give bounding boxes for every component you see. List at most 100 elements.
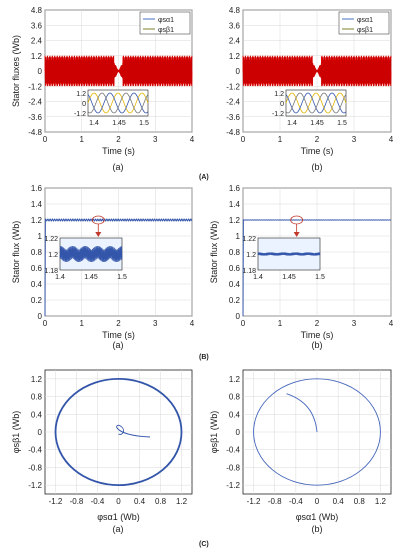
y-tick-label: 0.6	[31, 264, 43, 273]
y-axis-label: φsβ1 (Wb)	[209, 411, 219, 454]
y-tick-label: 1.2	[31, 52, 43, 61]
y-tick-label: 0.8	[31, 393, 43, 402]
inset-x-tick-label: 1.4	[253, 274, 263, 281]
x-tick-label: -1.2	[49, 497, 63, 506]
series-line	[242, 219, 392, 317]
inset-series-line	[87, 92, 149, 114]
x-tick-label: 1.2	[375, 497, 387, 506]
subplot-caption: (a)	[113, 162, 124, 172]
y-tick-label: 2.4	[229, 37, 241, 46]
y-tick-label: 1.6	[229, 184, 241, 193]
x-tick-label: 3	[153, 319, 158, 328]
inset-series-line	[257, 252, 321, 256]
x-tick-label: -0.8	[70, 497, 84, 506]
y-tick-label: -3.6	[28, 113, 42, 122]
y-tick-label: -1.2	[28, 481, 42, 490]
inset-x-tick-label: 1.5	[337, 120, 347, 127]
x-axis-label: Time (s)	[301, 330, 334, 340]
y-tick-label: 2.4	[31, 37, 43, 46]
chart-panel-a-b: -4.8 -3.6 -2.4 -1.2 0 1.2 2.4 3.6 4.8 0 1 2 3 4 φsα1 φs…	[226, 6, 394, 172]
x-tick-label: 2	[116, 135, 121, 144]
y-tick-label: 1.2	[229, 375, 241, 384]
inset-x-tick-label: 1.45	[112, 120, 126, 127]
inset-y-tick-label: 0	[280, 101, 284, 108]
y-tick-label: 0.4	[31, 280, 43, 289]
y-tick-label: 0.8	[31, 248, 43, 257]
inset-x-tick-label: 1.4	[89, 120, 99, 127]
x-tick-label: 1	[278, 135, 283, 144]
x-tick-label: 0	[116, 497, 121, 506]
x-axis-label: φsα1 (Wb)	[296, 512, 339, 522]
inset-x-tick-label: 1.45	[310, 120, 324, 127]
subplot-caption: (b)	[312, 162, 323, 172]
chart-panel-c-b: -1.2 -0.8 -0.4 0 0.4 0.8 1.2 -1.2 -0.8 -0.4 0 0.4 0.…	[209, 369, 392, 534]
x-tick-label: 0.4	[333, 497, 345, 506]
inset-x-tick-label: 1.5	[315, 274, 325, 281]
y-tick-label: -3.6	[226, 113, 240, 122]
subplot-caption: (b)	[312, 524, 323, 534]
x-axis-label: Time (s)	[102, 330, 135, 340]
y-tick-label: 3.6	[31, 21, 43, 30]
x-tick-label: -0.4	[289, 497, 303, 506]
y-tick-label: 1.6	[31, 184, 43, 193]
chart-panel-c-a: -1.2 -0.8 -0.4 0 0.4 0.8 1.2 -1.2 -0.8 -0.4 0 0.4 0.…	[11, 369, 193, 534]
x-tick-label: 2	[315, 135, 320, 144]
inset-y-tick-label: -1.2	[272, 111, 284, 118]
legend-label: φsα1	[357, 17, 373, 24]
y-tick-label: 0.6	[229, 264, 241, 273]
x-tick-label: 4	[190, 319, 195, 328]
x-axis-label: φsα1 (Wb)	[97, 512, 140, 522]
x-tick-label: 3	[352, 135, 357, 144]
y-tick-label: -4.8	[226, 128, 240, 137]
x-tick-label: 1	[80, 135, 85, 144]
x-tick-label: 4	[389, 319, 394, 328]
y-tick-label: 1.2	[31, 216, 43, 225]
inset-y-tick-label: 1.18	[44, 268, 58, 275]
x-tick-label: 0	[43, 319, 48, 328]
subplot-caption: (a)	[113, 340, 124, 350]
y-tick-label: -4.8	[28, 128, 42, 137]
x-tick-label: 1.2	[176, 497, 188, 506]
y-tick-label: 3.6	[229, 21, 241, 30]
y-tick-label: 0	[236, 312, 241, 321]
x-tick-label: 1	[278, 319, 283, 328]
transient-path	[116, 424, 151, 438]
inset-y-tick-label: 1.22	[44, 236, 58, 243]
inset-y-tick-label: 0	[82, 101, 86, 108]
legend-label: φsβ1	[158, 27, 174, 34]
inset-y-tick-label: 1.22	[242, 236, 256, 243]
y-tick-label: 0	[236, 67, 241, 76]
x-tick-label: -1.2	[247, 497, 261, 506]
y-axis-label: Stator fluxes (Wb)	[11, 35, 21, 107]
x-tick-label: 3	[153, 135, 158, 144]
subplot-caption: (a)	[113, 524, 124, 534]
flux-locus	[54, 377, 183, 487]
y-tick-label: 0	[38, 67, 43, 76]
inset-y-tick-label: 1.2	[274, 91, 284, 98]
inset-x-tick-label: 1.4	[55, 274, 65, 281]
flux-locus	[253, 378, 381, 486]
x-tick-label: 0	[43, 135, 48, 144]
y-axis-label: Stator flux (Wb)	[11, 221, 21, 284]
y-tick-label: 0.4	[31, 410, 43, 419]
inset-x-tick-label: 1.4	[287, 120, 297, 127]
chart-panel-b-b: 0 0.2 0.4 0.6 0.8 1 1.2 1.4 1.6 0 1 2 3 4 1.18 1.2 1.22 1…	[209, 184, 394, 350]
inset-x-tick-label: 1.45	[84, 274, 98, 281]
x-axis-label: Time (s)	[102, 146, 135, 156]
legend-label: φsβ1	[357, 27, 373, 34]
y-tick-label: 0	[236, 428, 241, 437]
y-tick-label: -2.4	[28, 98, 42, 107]
x-axis-label: Time (s)	[301, 146, 334, 156]
y-tick-label: -0.4	[28, 446, 42, 455]
y-tick-label: 1.2	[229, 52, 241, 61]
y-tick-label: -1.2	[28, 82, 42, 91]
chart-panel-a-a: -4.8 -3.6 -2.4 -1.2 0 1.2 2.4 3.6 4.8 0 1 2 3 4 φsα1 φs…	[11, 6, 195, 172]
x-tick-label: 0	[315, 497, 320, 506]
y-tick-label: 0.2	[31, 296, 43, 305]
x-tick-label: 4	[389, 135, 394, 144]
legend-label: φsα1	[158, 17, 174, 24]
inset-x-tick-label: 1.45	[282, 274, 296, 281]
chart-panel-b-a: 0 0.2 0.4 0.6 0.8 1 1.2 1.4 1.6 0 1 2 3 4 1.18 1.2 1.22 1…	[11, 184, 195, 350]
section-label-b: (B)	[199, 354, 209, 361]
series-line	[44, 55, 193, 86]
